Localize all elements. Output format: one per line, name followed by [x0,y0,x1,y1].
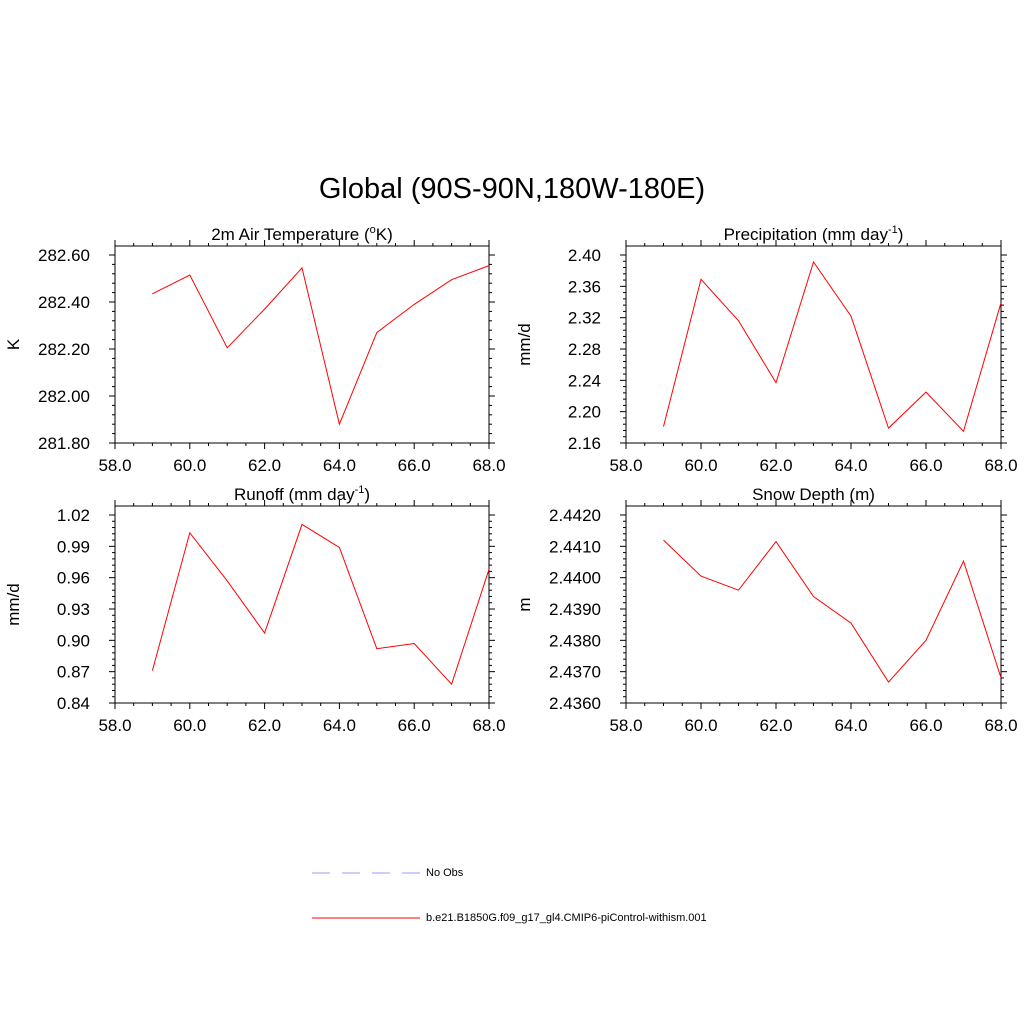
y-tick-label: 0.93 [57,600,90,619]
x-tick-label: 66.0 [398,456,431,475]
y-tick-label: 2.4400 [549,569,601,588]
y-tick-label: 2.32 [568,309,601,328]
y-tick-label: 2.36 [568,277,601,296]
x-tick-label: 68.0 [984,456,1017,475]
y-tick-label: 281.80 [38,434,90,453]
y-tick-label: 2.20 [568,403,601,422]
y-tick-label: 2.4410 [549,537,601,556]
x-tick-label: 66.0 [909,456,942,475]
x-tick-label: 60.0 [684,456,717,475]
panel-3: 0.84 0.87 0.90 0.93 0.96 0.99 1.02 58.0 60.0 62.0… [4,484,506,735]
y-tick-label: 0.96 [57,569,90,588]
x-tick-label: 64.0 [323,456,356,475]
y-tick-label: 0.99 [57,537,90,556]
x-tick-label: 62.0 [759,716,792,735]
plot-frame [114,505,490,704]
panel-title: Precipitation (mm day-1) [724,224,904,244]
x-tick-label: 58.0 [98,716,131,735]
y-tick-label: 2.4360 [549,694,601,713]
panel-1: 281.80 282.00 282.20 282.40 282.60 58.0 60.0 62… [4,224,506,475]
y-tick-label: 0.87 [57,663,90,682]
plot-frame [114,245,490,444]
series-line-1 [151,523,490,686]
panel-title: Snow Depth (m) [752,485,875,504]
x-tick-label: 64.0 [323,716,356,735]
plot-frame [625,505,1002,704]
x-tick-label: 60.0 [173,456,206,475]
x-tick-label: 64.0 [834,456,867,475]
y-tick-label: 282.60 [38,246,90,265]
x-tick-label: 66.0 [398,716,431,735]
y-tick-label: 282.00 [38,387,90,406]
series-line-1 [152,265,490,426]
y-tick-label: 0.90 [57,631,90,650]
x-tick-label: 60.0 [173,716,206,735]
x-tick-label: 66.0 [909,716,942,735]
x-tick-label: 60.0 [684,716,717,735]
figure-title: Global (90S-90N,180W-180E) [318,173,706,205]
y-axis-label: K [4,338,23,350]
y-tick-label: 2.4370 [549,663,601,682]
y-tick-label: 1.02 [57,506,90,525]
y-tick-label: 2.24 [568,371,601,390]
series-line-1 [663,260,1002,433]
y-tick-label: 2.4390 [549,600,601,619]
x-tick-label: 58.0 [609,456,642,475]
y-tick-label: 2.4420 [549,506,601,525]
x-tick-label: 58.0 [609,716,642,735]
y-tick-label: 282.20 [38,340,90,359]
y-axis-label: mm/d [4,583,23,626]
x-tick-label: 62.0 [759,456,792,475]
panel-title: 2m Air Temperature (oK) [211,224,393,244]
y-axis-label: mm/d [515,323,534,366]
x-tick-label: 64.0 [834,716,867,735]
plot-frame [625,245,1002,444]
x-tick-label: 62.0 [248,456,281,475]
y-axis-label: m [515,597,534,611]
x-tick-label: 68.0 [472,716,505,735]
y-tick-label: 2.4380 [549,631,601,650]
x-tick-label: 62.0 [248,716,281,735]
panel-title: Runoff (mm day-1) [234,484,370,504]
x-tick-label: 68.0 [472,456,505,475]
panel-2: 2.16 2.20 2.24 2.28 2.32 2.36 2.40 58.0 60.0 62.0… [515,224,1018,475]
panel-4: 2.4360 2.4370 2.4380 2.4390 2.4400 2.4410 2.44… [515,485,1018,735]
x-tick-label: 58.0 [98,456,131,475]
y-tick-label: 2.40 [568,246,601,265]
y-tick-label: 2.16 [568,434,601,453]
series-line-1 [663,539,1002,683]
y-tick-label: 2.28 [568,340,601,359]
y-tick-label: 282.40 [38,293,90,312]
x-tick-label: 68.0 [984,716,1017,735]
y-tick-label: 0.84 [57,694,90,713]
